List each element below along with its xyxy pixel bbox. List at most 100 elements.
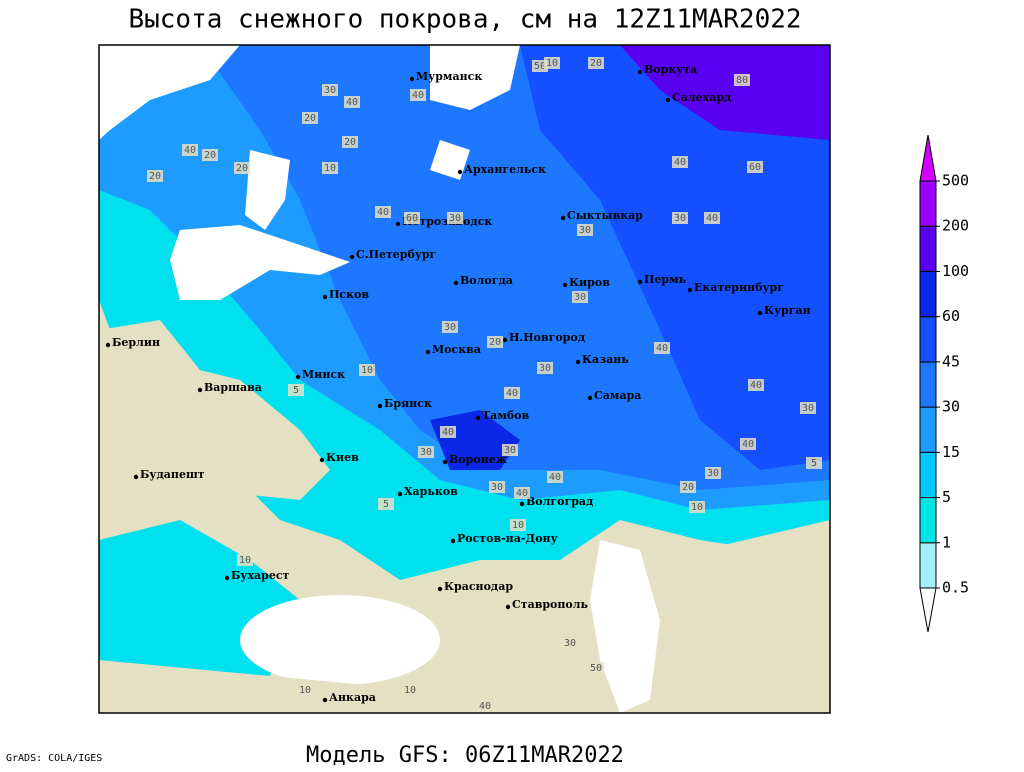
contour-label: 10 (361, 365, 373, 376)
contour-label-box (572, 291, 588, 303)
colorbar-box (919, 225, 937, 272)
map-frame (98, 44, 831, 714)
city-dot (560, 215, 566, 221)
colorbar-box (919, 406, 937, 453)
city-label: Архангельск (464, 163, 546, 176)
contour-label: 20 (344, 137, 356, 148)
contour-label: 30 (324, 85, 336, 96)
contour-label: 20 (236, 163, 248, 174)
city-dot (757, 310, 763, 316)
contour-label-box (800, 402, 816, 414)
city-label: С.Петербург (356, 248, 437, 261)
contour-label-box (418, 446, 434, 458)
city-label: Брянск (384, 397, 432, 410)
city-label: Киров (569, 276, 610, 289)
city-label: Салехард (672, 91, 731, 104)
city-dot (475, 415, 481, 421)
contour-label: 40 (442, 427, 454, 438)
contour-label-box (297, 684, 313, 696)
contour-label: 30 (674, 213, 686, 224)
contour-label: 30 (491, 482, 503, 493)
city-dot (224, 575, 230, 581)
city-dot (133, 474, 139, 480)
contour-label: 40 (184, 145, 196, 156)
contour-label-box (322, 162, 338, 174)
contour-label-box (440, 426, 456, 438)
contour-label: 30 (574, 292, 586, 303)
contour-label: 40 (742, 439, 754, 450)
contour-label-box (577, 224, 593, 236)
map (99, 45, 830, 713)
contour-label-box (410, 89, 426, 101)
city-dot (197, 387, 203, 393)
city-dot (377, 403, 383, 409)
colorbar-label: 1 (942, 533, 951, 551)
city-dot (409, 76, 415, 82)
contour-label: 50 (534, 61, 546, 72)
city-label: Будапешт (140, 468, 205, 481)
contour-label: 20 (489, 337, 501, 348)
city-dot (450, 538, 456, 544)
colorbar-label: 500 (942, 172, 969, 190)
contour-label-box (302, 112, 318, 124)
colorbar-label: 200 (942, 217, 969, 235)
city-dot (505, 604, 511, 610)
colorbar-over (919, 134, 937, 182)
contour-label-box (477, 700, 493, 712)
contour-label-box (147, 170, 163, 182)
city-dot (637, 69, 643, 75)
contour-label-box (689, 501, 705, 513)
contour-label-box (322, 84, 338, 96)
contour-label: 30 (802, 403, 814, 414)
contour-label: 20 (149, 171, 161, 182)
city-dot (442, 459, 448, 465)
contour-label: 40 (377, 207, 389, 218)
colorbar-label: 5 (942, 488, 951, 506)
city-dot (457, 169, 463, 175)
city-dot (395, 221, 401, 227)
city-dot (665, 97, 671, 103)
city-dot (502, 337, 508, 343)
city-dot (322, 697, 328, 703)
colorbar-box (919, 270, 937, 318)
contour-label-box (680, 481, 696, 493)
colorbar-label: 100 (942, 262, 969, 280)
city-label: Псков (329, 288, 369, 301)
colorbar-box (919, 316, 937, 363)
contour-label: 10 (691, 502, 703, 513)
city-label: Воронеж (449, 453, 507, 466)
contour-label-box (502, 444, 518, 456)
contour-label: 20 (204, 150, 216, 161)
city-label: Сыктывкар (567, 209, 643, 222)
colorbar-box (919, 180, 937, 227)
contour-label: 40 (750, 380, 762, 391)
city-label: Мурманск (416, 70, 482, 83)
contour-label: 50 (590, 663, 602, 674)
contour-label-box (734, 74, 750, 86)
colorbar-box (919, 497, 937, 544)
city-dot (562, 282, 568, 288)
city-label: Минск (302, 368, 345, 381)
city-label: Харьков (404, 485, 458, 498)
contour-label-box (442, 321, 458, 333)
city-label: Н.Новгород (509, 331, 585, 344)
contour-label: 80 (736, 75, 748, 86)
contour-label: 5 (811, 458, 817, 469)
software-credit: GrADS: COLA/IGES (6, 753, 102, 764)
contour-label-box (537, 362, 553, 374)
city-label: Волгоград (526, 495, 593, 508)
contour-label-box (402, 684, 418, 696)
contour-label-box (704, 212, 720, 224)
city-label: Ростов-на-Дону (457, 532, 558, 545)
contour-label-box (806, 457, 822, 469)
contour-label: 10 (512, 520, 524, 531)
colorbar-label: 60 (942, 307, 960, 325)
colorbar-box (919, 542, 937, 589)
contour-label: 40 (479, 701, 491, 712)
city-dot (437, 586, 443, 592)
contour-label: 40 (346, 97, 358, 108)
contour-label-box (202, 149, 218, 161)
city-label: Казань (582, 353, 629, 366)
colorbar-label: 0.5 (942, 579, 969, 597)
